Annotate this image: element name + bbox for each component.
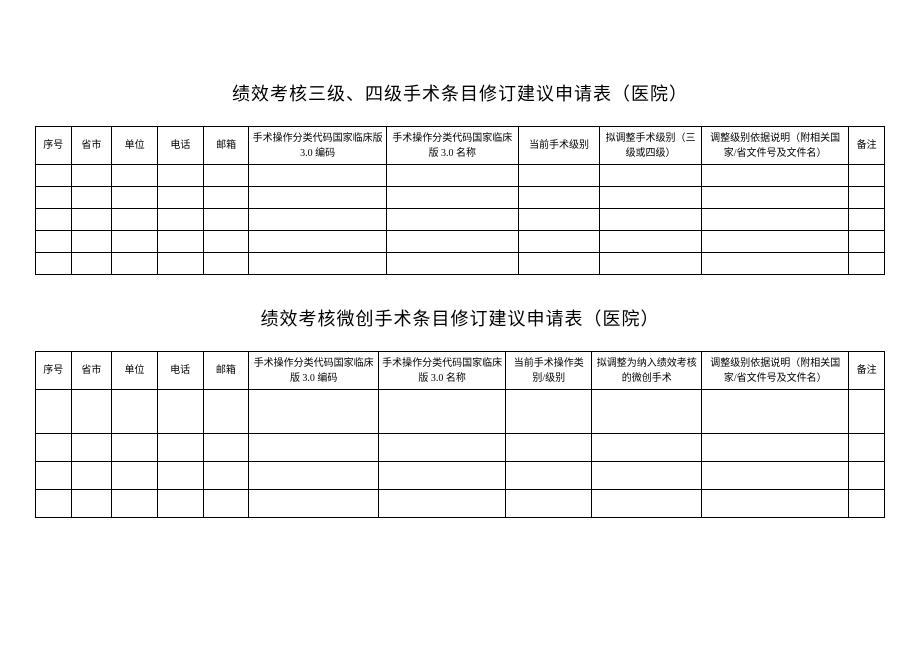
table1-col-7: 当前手术级别 bbox=[518, 127, 599, 165]
table2-col-0: 序号 bbox=[36, 352, 72, 390]
table-row bbox=[36, 187, 885, 209]
table2-col-1: 省市 bbox=[71, 352, 112, 390]
table-row bbox=[36, 253, 885, 275]
table2: 序号 省市 单位 电话 邮箱 手术操作分类代码国家临床版 3.0 编码 手术操作… bbox=[35, 351, 885, 518]
table-row bbox=[36, 390, 885, 434]
table-row bbox=[36, 434, 885, 462]
table1-title: 绩效考核三级、四级手术条目修订建议申请表（医院） bbox=[35, 80, 885, 106]
table1-col-5: 手术操作分类代码国家临床版 3.0 编码 bbox=[249, 127, 386, 165]
table1-header-row: 序号 省市 单位 电话 邮箱 手术操作分类代码国家临床版 3.0 编码 手术操作… bbox=[36, 127, 885, 165]
table2-header-row: 序号 省市 单位 电话 邮箱 手术操作分类代码国家临床版 3.0 编码 手术操作… bbox=[36, 352, 885, 390]
table1-col-8: 拟调整手术级别（三级或四级） bbox=[600, 127, 702, 165]
table1: 序号 省市 单位 电话 邮箱 手术操作分类代码国家临床版 3.0 编码 手术操作… bbox=[35, 126, 885, 275]
table2-col-7: 当前手术操作类别/级别 bbox=[506, 352, 592, 390]
table1-col-0: 序号 bbox=[36, 127, 72, 165]
table-row bbox=[36, 209, 885, 231]
table2-col-10: 备注 bbox=[849, 352, 885, 390]
table-row bbox=[36, 490, 885, 518]
table2-title: 绩效考核微创手术条目修订建议申请表（医院） bbox=[35, 305, 885, 331]
table1-col-3: 电话 bbox=[157, 127, 203, 165]
table2-col-6: 手术操作分类代码国家临床版 3.0 名称 bbox=[379, 352, 506, 390]
table1-col-2: 单位 bbox=[112, 127, 158, 165]
table2-col-9: 调整级别依据说明（附相关国家/省文件号及文件名） bbox=[702, 352, 849, 390]
table1-col-4: 邮箱 bbox=[203, 127, 249, 165]
table2-col-2: 单位 bbox=[112, 352, 158, 390]
table-row bbox=[36, 165, 885, 187]
table2-col-5: 手术操作分类代码国家临床版 3.0 编码 bbox=[249, 352, 379, 390]
table1-col-9: 调整级别依据说明（附相关国家/省文件号及文件名） bbox=[701, 127, 848, 165]
table1-col-6: 手术操作分类代码国家临床版 3.0 名称 bbox=[386, 127, 518, 165]
table-row bbox=[36, 231, 885, 253]
table-row bbox=[36, 462, 885, 490]
table2-col-8: 拟调整为纳入绩效考核的微创手术 bbox=[592, 352, 702, 390]
table2-col-3: 电话 bbox=[157, 352, 203, 390]
table1-col-10: 备注 bbox=[849, 127, 885, 165]
table2-col-4: 邮箱 bbox=[203, 352, 249, 390]
table1-col-1: 省市 bbox=[71, 127, 112, 165]
